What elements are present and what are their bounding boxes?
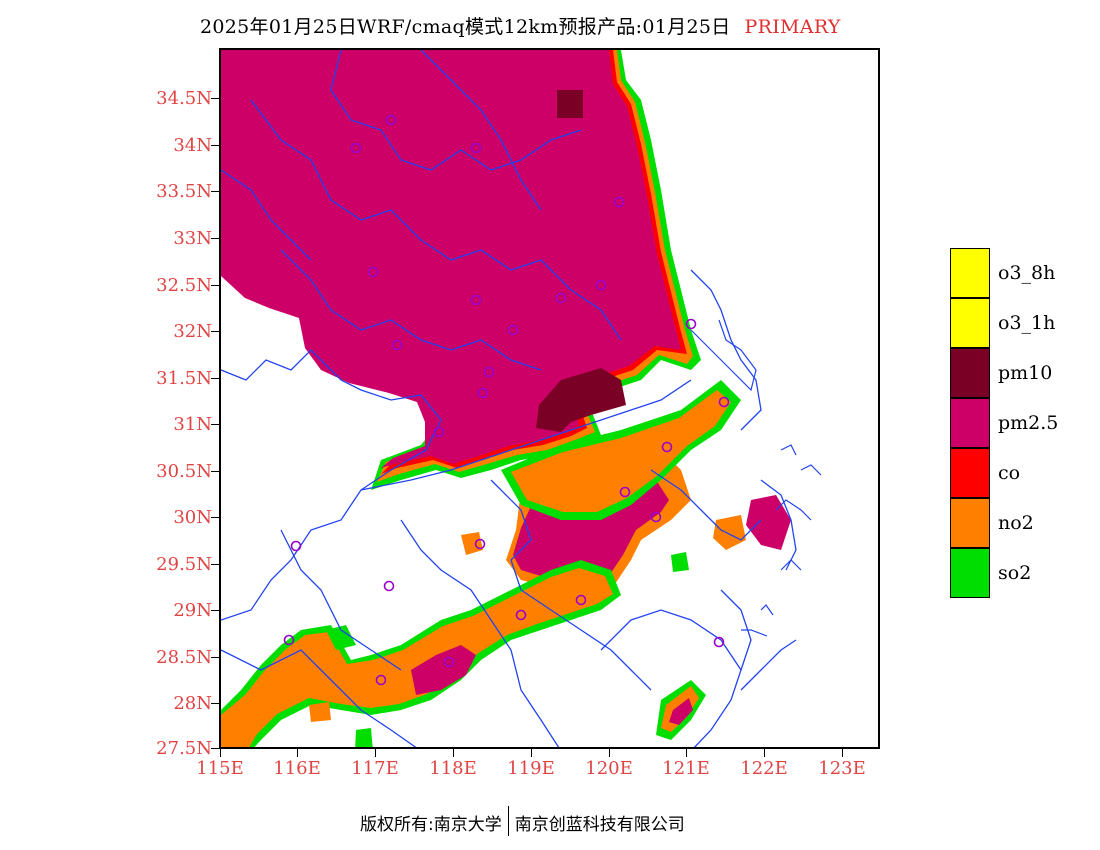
legend-label: so2	[998, 562, 1032, 584]
x-label: 116E	[273, 758, 321, 779]
legend-item-o3-8h: o3_8h	[950, 248, 1068, 298]
y-tick	[211, 145, 219, 146]
pm10-hotspots	[536, 90, 626, 432]
y-label: 29N	[173, 600, 212, 621]
x-tick	[375, 749, 376, 757]
x-tick	[842, 749, 843, 757]
no2-band	[221, 560, 621, 747]
coastal-patches	[309, 495, 791, 747]
y-tick	[211, 98, 219, 99]
y-tick	[211, 285, 219, 286]
x-tick	[220, 749, 221, 757]
x-label: 121E	[662, 758, 710, 779]
y-tick	[211, 610, 219, 611]
legend-swatch	[950, 548, 990, 598]
map-plot-area	[219, 48, 880, 749]
admin-boundaries	[221, 50, 797, 747]
y-label: 28N	[173, 693, 212, 714]
y-tick	[211, 471, 219, 472]
x-label: 122E	[740, 758, 788, 779]
x-label: 123E	[818, 758, 866, 779]
legend-swatch	[950, 248, 990, 298]
y-label: 33.5N	[156, 181, 212, 202]
x-label: 115E	[196, 758, 244, 779]
y-tick	[211, 748, 219, 749]
legend-label: no2	[998, 512, 1034, 534]
y-label: 28.5N	[156, 647, 212, 668]
x-tick	[531, 749, 532, 757]
coastline	[690, 319, 822, 637]
y-tick	[211, 331, 219, 332]
x-tick	[609, 749, 610, 757]
no2-coastal	[501, 380, 741, 520]
map-title: 2025年01月25日WRF/cmaq模式12km预报产品:01月25日 PRIM…	[200, 12, 841, 39]
legend-item-o3-1h: o3_1h	[950, 298, 1068, 348]
pollutant-legend: o3_8h o3_1h pm10 pm2.5 co no2 so2	[950, 248, 1068, 598]
y-tick	[211, 424, 219, 425]
map-title-tag: PRIMARY	[744, 16, 841, 38]
x-tick	[686, 749, 687, 757]
legend-swatch	[950, 398, 990, 448]
footer-divider	[507, 806, 509, 836]
city-markers	[283, 114, 730, 686]
copyright-footer: 版权所有:南京大学 南京创蓝科技有限公司	[360, 806, 685, 840]
pm25-region	[221, 50, 701, 490]
x-tick	[453, 749, 454, 757]
legend-swatch	[950, 498, 990, 548]
y-tick	[211, 517, 219, 518]
legend-label: pm2.5	[998, 412, 1059, 434]
copyright-left: 版权所有:南京大学	[360, 815, 502, 835]
legend-swatch	[950, 298, 990, 348]
y-label: 30.5N	[156, 461, 212, 482]
y-tick	[211, 564, 219, 565]
y-label: 34N	[173, 135, 212, 156]
map-canvas	[221, 50, 822, 747]
copyright-right: 南京创蓝科技有限公司	[514, 815, 685, 835]
x-tick	[297, 749, 298, 757]
legend-item-pm25: pm2.5	[950, 398, 1068, 448]
x-label: 119E	[507, 758, 555, 779]
x-label: 120E	[585, 758, 633, 779]
y-label: 32.5N	[156, 275, 212, 296]
x-label: 118E	[429, 758, 477, 779]
y-tick	[211, 657, 219, 658]
legend-item-pm10: pm10	[950, 348, 1068, 398]
legend-label: co	[998, 462, 1021, 484]
legend-label: o3_1h	[998, 312, 1056, 334]
y-label: 34.5N	[156, 88, 212, 109]
y-label: 33N	[173, 228, 212, 249]
legend-item-no2: no2	[950, 498, 1068, 548]
y-tick	[211, 378, 219, 379]
y-tick	[211, 238, 219, 239]
legend-item-so2: so2	[950, 548, 1068, 598]
y-label: 32N	[173, 321, 212, 342]
legend-swatch	[950, 448, 990, 498]
legend-item-co: co	[950, 448, 1068, 498]
x-tick	[764, 749, 765, 757]
y-tick	[211, 191, 219, 192]
y-label: 30N	[173, 507, 212, 528]
legend-label: o3_8h	[998, 262, 1056, 284]
y-label: 29.5N	[156, 554, 212, 575]
y-label: 27.5N	[156, 738, 212, 759]
map-title-text: 2025年01月25日WRF/cmaq模式12km预报产品:01月25日	[200, 16, 731, 38]
legend-label: pm10	[998, 362, 1053, 384]
y-label: 31N	[173, 414, 212, 435]
legend-swatch	[950, 348, 990, 398]
y-tick	[211, 703, 219, 704]
y-label: 31.5N	[156, 368, 212, 389]
x-label: 117E	[351, 758, 399, 779]
